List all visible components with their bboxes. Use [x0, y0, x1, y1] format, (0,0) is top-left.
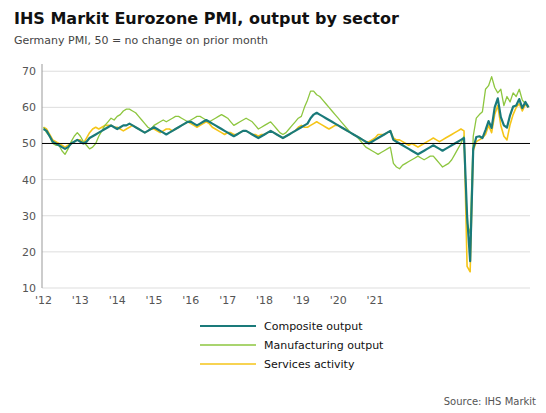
y-tick-label: 20: [22, 246, 36, 259]
series-line: [44, 98, 529, 261]
plot-area: [42, 77, 530, 272]
grid-line: [42, 71, 530, 72]
y-tick-label: 40: [22, 174, 36, 187]
y-tick-label: 70: [22, 65, 36, 78]
x-tick-label: '15: [146, 294, 163, 307]
legend-swatch: [200, 325, 256, 327]
y-tick-label: 10: [22, 282, 36, 295]
x-tick-label: '14: [109, 294, 126, 307]
grid-line: [42, 288, 530, 289]
x-tick-label: '17: [219, 294, 236, 307]
chart: IHS Markit Eurozone PMI, output by secto…: [0, 0, 546, 413]
x-tick-label: '20: [330, 294, 347, 307]
grid-line: [42, 107, 530, 108]
y-tick-label: 30: [22, 210, 36, 223]
x-tick-label: '21: [366, 294, 383, 307]
legend-swatch: [200, 363, 256, 365]
series-line: [44, 77, 529, 234]
subtitle: Germany PMI, 50 = no change on prior mon…: [14, 34, 268, 47]
legend: Composite output Manufacturing output Serv…: [200, 320, 384, 371]
grid: [42, 71, 530, 288]
x-tick-label: '19: [293, 294, 310, 307]
x-tick-label: '12: [35, 294, 52, 307]
x-tick-label: '18: [256, 294, 273, 307]
grid-line: [42, 179, 530, 180]
y-axis: [42, 64, 43, 288]
legend-label: Composite output: [264, 320, 363, 333]
grid-line: [42, 215, 530, 216]
legend-swatch: [200, 344, 256, 345]
y-tick-label: 60: [22, 101, 36, 114]
legend-label: Manufacturing output: [264, 339, 384, 352]
title: IHS Markit Eurozone PMI, output by secto…: [14, 9, 399, 28]
legend-label: Services activity: [264, 358, 355, 371]
grid-line: [42, 143, 530, 144]
x-tick-label: '16: [182, 294, 199, 307]
y-tick-label: 50: [22, 137, 36, 150]
x-tick-label: '13: [72, 294, 89, 307]
source: Source: IHS Markit: [444, 396, 536, 407]
reference-line: [42, 143, 530, 144]
grid-line: [42, 251, 530, 252]
